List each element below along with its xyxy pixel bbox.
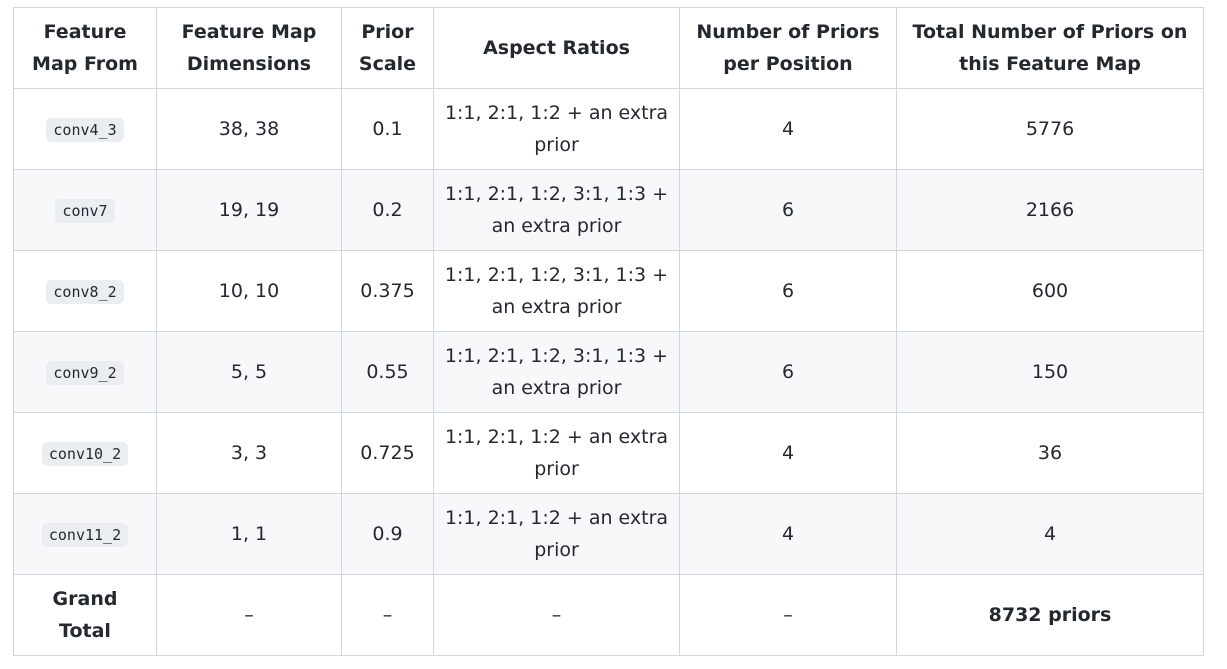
cell-priors-per-position: 6 (679, 331, 897, 413)
cell-grand-total-value: 8732 priors (896, 574, 1204, 656)
priors-table: Feature Map From Feature Map Dimensions … (13, 7, 1204, 656)
cell-dimensions: 3, 3 (156, 412, 342, 494)
cell-priors-per-position: 6 (679, 250, 897, 332)
layer-code: conv7 (55, 198, 115, 223)
cell-total-priors: 4 (896, 493, 1204, 575)
cell-layer: conv11_2 (13, 493, 157, 575)
cell-aspect-ratios: 1:1, 2:1, 1:2, 3:1, 1:3 + an extra prior (433, 250, 680, 332)
layer-code: conv8_2 (46, 279, 124, 304)
cell-total-priors: 36 (896, 412, 1204, 494)
cell-scale: 0.9 (341, 493, 434, 575)
cell-aspect-ratios: 1:1, 2:1, 1:2 + an extra prior (433, 88, 680, 170)
header-feature-map-dimensions: Feature Map Dimensions (156, 7, 342, 89)
table-row: conv8_2 10, 10 0.375 1:1, 2:1, 1:2, 3:1,… (13, 250, 1204, 332)
layer-code: conv4_3 (46, 117, 124, 142)
cell-layer: conv8_2 (13, 250, 157, 332)
cell-priors-per-position: 4 (679, 412, 897, 494)
cell-aspect-ratios: 1:1, 2:1, 1:2, 3:1, 1:3 + an extra prior (433, 169, 680, 251)
header-total-priors: Total Number of Priors on this Feature M… (896, 7, 1204, 89)
cell-dimensions: 1, 1 (156, 493, 342, 575)
cell-dimensions: 19, 19 (156, 169, 342, 251)
cell-dimensions: 5, 5 (156, 331, 342, 413)
cell-scale: 0.55 (341, 331, 434, 413)
cell-total-priors: 600 (896, 250, 1204, 332)
header-row: Feature Map From Feature Map Dimensions … (13, 7, 1204, 89)
total-row: Grand Total – – – – 8732 priors (13, 574, 1204, 656)
table-row: conv9_2 5, 5 0.55 1:1, 2:1, 1:2, 3:1, 1:… (13, 331, 1204, 413)
cell-layer: conv9_2 (13, 331, 157, 413)
cell-total-dimensions: – (156, 574, 342, 656)
cell-grand-total-label: Grand Total (13, 574, 157, 656)
cell-aspect-ratios: 1:1, 2:1, 1:2, 3:1, 1:3 + an extra prior (433, 331, 680, 413)
cell-total-priors: 2166 (896, 169, 1204, 251)
header-priors-per-position: Number of Priors per Position (679, 7, 897, 89)
layer-code: conv9_2 (46, 360, 124, 385)
cell-priors-per-position: 4 (679, 493, 897, 575)
cell-dimensions: 38, 38 (156, 88, 342, 170)
layer-code: conv10_2 (41, 441, 129, 466)
cell-layer: conv10_2 (13, 412, 157, 494)
cell-aspect-ratios: 1:1, 2:1, 1:2 + an extra prior (433, 493, 680, 575)
cell-priors-per-position: 4 (679, 88, 897, 170)
header-feature-map-from: Feature Map From (13, 7, 157, 89)
cell-priors-per-position: 6 (679, 169, 897, 251)
cell-total-aspect-ratios: – (433, 574, 680, 656)
table-header: Feature Map From Feature Map Dimensions … (13, 7, 1204, 89)
cell-scale: 0.375 (341, 250, 434, 332)
table-row: conv11_2 1, 1 0.9 1:1, 2:1, 1:2 + an ext… (13, 493, 1204, 575)
table-row: conv10_2 3, 3 0.725 1:1, 2:1, 1:2 + an e… (13, 412, 1204, 494)
header-prior-scale: Prior Scale (341, 7, 434, 89)
cell-layer: conv7 (13, 169, 157, 251)
cell-layer: conv4_3 (13, 88, 157, 170)
table-row: conv4_3 38, 38 0.1 1:1, 2:1, 1:2 + an ex… (13, 88, 1204, 170)
cell-aspect-ratios: 1:1, 2:1, 1:2 + an extra prior (433, 412, 680, 494)
header-aspect-ratios: Aspect Ratios (433, 7, 680, 89)
cell-scale: 0.1 (341, 88, 434, 170)
layer-code: conv11_2 (41, 522, 129, 547)
cell-total-priors-per-position: – (679, 574, 897, 656)
cell-scale: 0.2 (341, 169, 434, 251)
cell-dimensions: 10, 10 (156, 250, 342, 332)
cell-total-priors: 5776 (896, 88, 1204, 170)
table-body: conv4_3 38, 38 0.1 1:1, 2:1, 1:2 + an ex… (13, 88, 1204, 656)
cell-scale: 0.725 (341, 412, 434, 494)
cell-total-scale: – (341, 574, 434, 656)
table-row: conv7 19, 19 0.2 1:1, 2:1, 1:2, 3:1, 1:3… (13, 169, 1204, 251)
cell-total-priors: 150 (896, 331, 1204, 413)
